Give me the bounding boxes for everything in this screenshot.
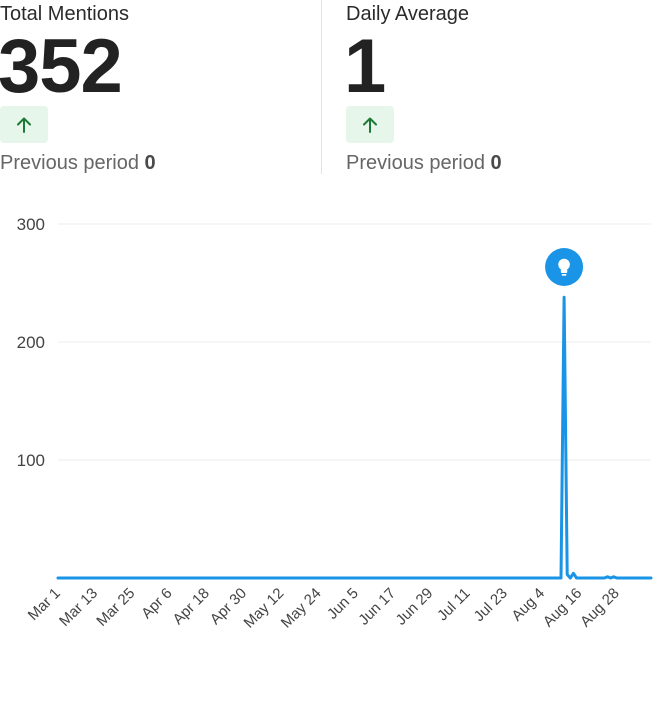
x-tick-label: May 12: [241, 585, 288, 632]
arrow-up-icon: [363, 117, 377, 133]
x-tick-label: Jun 29: [393, 585, 437, 629]
series-layer: [56, 295, 653, 580]
total-previous-period: Previous period 0: [0, 151, 156, 175]
grid-lines: [58, 223, 651, 461]
previous-period-label: Previous period: [0, 152, 139, 174]
total-mentions-value: 352: [0, 24, 123, 109]
daily-average-label: Daily Average: [346, 3, 470, 25]
x-tick-label: May 24: [278, 585, 325, 632]
arrow-up-icon: [17, 117, 31, 133]
annotations-layer[interactable]: [545, 248, 584, 286]
y-tick-label: 200: [17, 333, 45, 352]
series-line: [56, 295, 653, 580]
x-tick-label: Aug 16: [540, 585, 586, 631]
daily-previous-period: Previous period 0: [346, 151, 502, 175]
y-tick-label: 300: [17, 215, 45, 234]
trend-up-badge: [0, 106, 48, 143]
x-tick-label: Mar 13: [56, 585, 101, 630]
lightbulb-icon: [558, 258, 570, 276]
stat-divider: [321, 0, 322, 174]
trend-up-badge: [346, 106, 394, 143]
previous-period-label: Previous period: [346, 152, 485, 174]
y-tick-label: 100: [17, 451, 45, 470]
x-tick-label: Jun 17: [355, 585, 399, 629]
insight-marker[interactable]: [545, 248, 584, 286]
previous-period-value: 0: [490, 152, 502, 174]
y-axis-ticks: 100 200 300: [17, 215, 45, 470]
x-tick-label: Aug 28: [577, 585, 623, 631]
previous-period-value: 0: [144, 152, 156, 174]
total-mentions-label: Total Mentions: [0, 3, 129, 25]
daily-average-value: 1: [344, 24, 386, 109]
x-tick-label: Jul 11: [434, 585, 474, 625]
x-tick-label: Mar 25: [93, 585, 138, 630]
x-tick-label: Jul 23: [471, 585, 511, 625]
x-tick-label: Apr 18: [170, 585, 213, 628]
